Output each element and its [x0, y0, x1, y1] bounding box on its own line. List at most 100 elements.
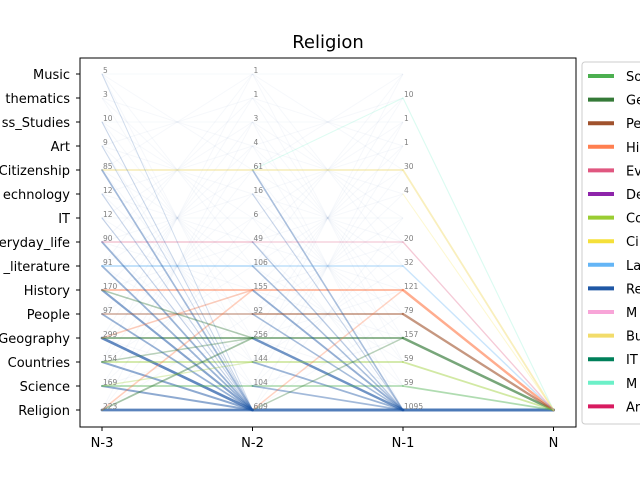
flow-line-faint — [101, 169, 253, 363]
flow-line-faint — [252, 145, 404, 291]
node-count-label: 299 — [103, 330, 118, 339]
flow-line — [101, 73, 253, 411]
flow-line-faint — [101, 217, 253, 411]
y-tick-label: echnology — [3, 188, 70, 203]
flow-line-faint — [101, 73, 253, 267]
flow-line-faint — [101, 241, 253, 387]
flow-line-faint — [252, 169, 404, 363]
flow-line-faint — [101, 169, 253, 267]
flow-line-faint — [101, 217, 253, 315]
y-tick-label: Science — [20, 380, 70, 395]
flow-line — [101, 337, 254, 411]
flow-line-faint — [101, 289, 253, 339]
flow-line-faint — [101, 97, 253, 147]
node-count-label: 4 — [254, 138, 259, 147]
flow-line-faint — [101, 145, 253, 291]
flow-line-faint — [252, 289, 404, 339]
x-tick-label: N — [549, 436, 559, 451]
flow-line-faint — [101, 73, 253, 363]
flow-line-faint — [252, 73, 404, 363]
legend-label: Co — [626, 212, 640, 227]
flow-line-faint — [101, 73, 253, 267]
flow-line-faint — [101, 241, 253, 387]
flow-line — [251, 289, 404, 411]
flow-line-faint — [252, 121, 404, 411]
node-count-label: 32 — [404, 258, 414, 267]
y-tick-label: thematics — [5, 92, 70, 107]
y-tick-label: _literature — [2, 260, 70, 275]
flow-line-faint — [101, 337, 253, 387]
flow-line — [251, 169, 404, 411]
flow-line — [101, 169, 254, 411]
flow-line-faint — [101, 313, 253, 411]
flow-line-faint — [252, 121, 404, 411]
node-count-label: 157 — [404, 330, 419, 339]
flow-line-faint — [101, 313, 253, 411]
flow-line-faint — [252, 145, 404, 291]
legend-label: Ge — [626, 94, 640, 109]
flow-line — [100, 384, 254, 412]
flow-line-faint — [252, 217, 404, 411]
flow-line-faint — [252, 121, 404, 315]
flow-line-faint — [252, 217, 404, 315]
node-count-label: 3 — [103, 90, 108, 99]
node-count-label: 79 — [404, 306, 414, 315]
y-tick-label: Citizenship — [0, 164, 70, 179]
x-tick-label: N-2 — [241, 436, 264, 451]
flow-line-faint — [101, 97, 253, 339]
flow-line-faint — [101, 289, 253, 339]
flow-line-faint — [252, 169, 404, 363]
flow-line-faint — [101, 121, 253, 411]
y-axis-ticks: Religion Science Countries Geography People H… — [0, 68, 80, 419]
node-count-label: 121 — [404, 282, 419, 291]
legend-label: M — [626, 306, 637, 321]
flow-line-faint — [252, 97, 404, 339]
chart-title: Religion — [292, 32, 364, 53]
y-tick-label: Countries — [8, 356, 71, 371]
legend-label: Bu — [626, 330, 640, 345]
flow-line-faint — [252, 193, 404, 243]
flow-line — [101, 361, 254, 387]
flow-line — [251, 336, 405, 412]
flow-line-faint — [252, 241, 404, 291]
node-count-label: 85 — [103, 162, 113, 171]
node-count-label: 1 — [404, 114, 409, 123]
legend-label: De — [626, 188, 640, 203]
node-count-label: 90 — [103, 234, 113, 243]
flow-line-faint — [101, 121, 253, 219]
flow-line — [100, 336, 254, 412]
flow-line-faint — [101, 121, 253, 411]
node-count-label: 5 — [103, 66, 108, 75]
legend: So Ge Pe Hi Ev De Co Ci La Re M Bu IT M Ar — [581, 61, 640, 425]
legend-label: IT — [626, 353, 638, 368]
flow-line-faint — [252, 145, 404, 387]
node-count-label: 9 — [103, 138, 108, 147]
node-count-label: 154 — [103, 354, 118, 363]
flow-line — [101, 265, 254, 411]
flow-line-faint — [252, 121, 404, 315]
flow-line-faint — [252, 97, 404, 339]
flow-line-faint — [252, 73, 404, 267]
node-count-label: 91 — [103, 258, 113, 267]
node-count-label: 106 — [254, 258, 269, 267]
flow-line-faint — [252, 217, 404, 315]
flow-line — [401, 288, 555, 412]
flow-line-faint — [252, 313, 404, 411]
node-count-label: 92 — [254, 306, 264, 315]
flow-line-faint — [101, 73, 253, 363]
flow-line-faint — [252, 265, 404, 363]
flow-line-faint — [252, 337, 404, 387]
flow-line-faint — [101, 193, 253, 339]
flow-line-faint — [101, 145, 253, 387]
flow-line — [101, 337, 254, 363]
node-count-label: 1 — [254, 66, 259, 75]
flow-line-faint — [101, 97, 253, 147]
flow-line — [402, 385, 555, 411]
flow-line-faint — [252, 193, 404, 339]
node-count-label: 1 — [404, 138, 409, 147]
flow-line-faint — [101, 73, 253, 171]
flow-line-faint — [252, 313, 404, 411]
flow-line-faint — [252, 97, 404, 147]
node-count-label: 61 — [254, 162, 264, 171]
flow-line — [251, 193, 404, 411]
